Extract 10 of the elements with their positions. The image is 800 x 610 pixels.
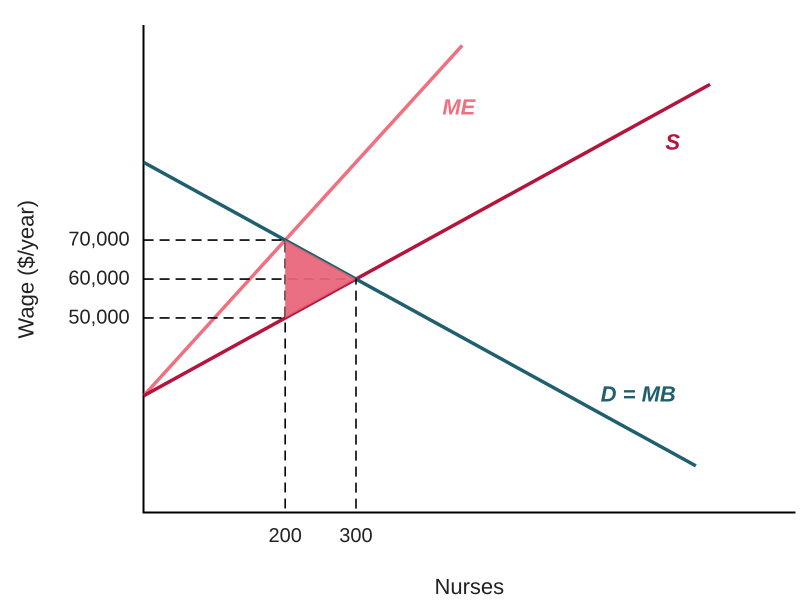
series-label: ME bbox=[442, 94, 477, 120]
series-label: S bbox=[665, 130, 680, 155]
y-tick-label: 60,000 bbox=[68, 268, 130, 290]
y-tick-label: 70,000 bbox=[68, 228, 130, 251]
y-axis-title: Wage ($/year) bbox=[13, 200, 38, 339]
x-tick-label: 200 bbox=[268, 525, 302, 548]
series-label: D = MB bbox=[600, 382, 676, 407]
x-axis-title: Nurses bbox=[434, 574, 504, 599]
x-tick-label: 300 bbox=[339, 525, 373, 548]
y-tick-label: 50,000 bbox=[68, 306, 130, 328]
